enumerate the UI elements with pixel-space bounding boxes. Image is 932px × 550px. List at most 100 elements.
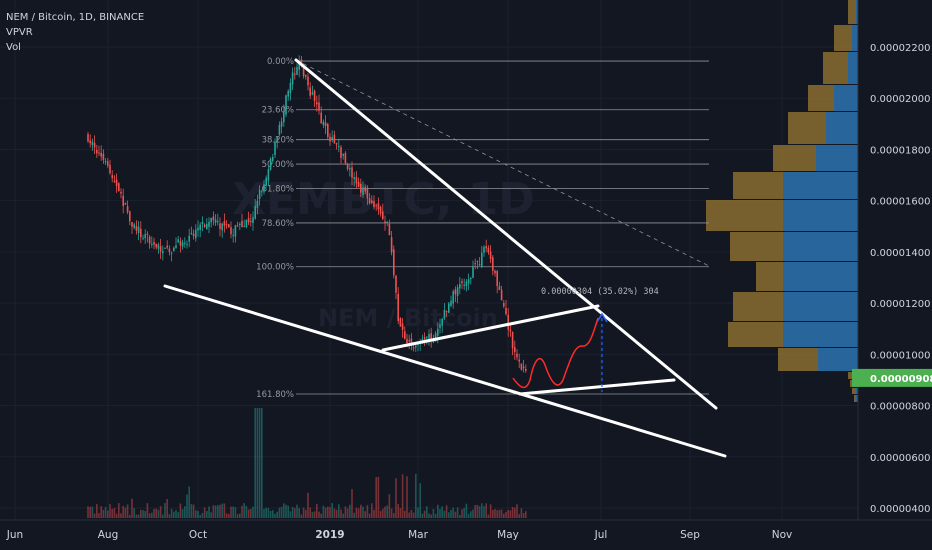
candle-body [206, 224, 208, 229]
volume-bar [115, 513, 118, 518]
candle-body [320, 112, 322, 124]
candle-body [159, 246, 162, 252]
volume-bar [423, 510, 426, 518]
volume-bar [327, 506, 329, 518]
volume-bar [362, 506, 364, 518]
vp-row-up [783, 232, 858, 261]
volume-bar [228, 513, 230, 518]
candle-body [234, 225, 237, 237]
candle-body [265, 177, 267, 186]
volume-bar [448, 512, 450, 518]
symbol-title[interactable]: NEM / Bitcoin, 1D, BINANCE [6, 12, 145, 23]
volume-bar [344, 506, 347, 518]
volume-bar [485, 503, 487, 518]
candle-body [89, 140, 91, 144]
volume-bar [250, 509, 252, 518]
price-axis[interactable]: 0.00002200 0.00002000 0.00001800 0.00001600… [852, 0, 932, 520]
volume-bar [124, 507, 127, 518]
candle-body [131, 222, 133, 227]
candle-body [155, 243, 157, 248]
candle-body [267, 169, 270, 181]
volume-bar [342, 513, 344, 518]
fib-level-label: 23.60% [262, 106, 294, 116]
volume-bar [91, 506, 94, 518]
candle-body [164, 247, 166, 249]
candle-body [214, 219, 217, 223]
volume-bar [181, 509, 184, 518]
volume-bar [111, 508, 113, 518]
volume-bar [476, 504, 479, 518]
volume-bar [104, 507, 107, 518]
candle-body [140, 228, 142, 238]
candle-body [135, 225, 138, 231]
volume-bar [197, 510, 199, 518]
volume-bar [225, 513, 228, 518]
candle-body [360, 183, 362, 193]
volume-bar [496, 510, 498, 518]
volume-bar [511, 507, 514, 518]
vp-row-up [856, 388, 858, 394]
volume-profile [706, 0, 858, 402]
trendline [294, 58, 718, 410]
vp-row-down [834, 25, 852, 51]
indicator-vpvr[interactable]: VPVR [6, 27, 33, 38]
trendline [381, 304, 600, 352]
vp-row-down [788, 112, 826, 144]
candle-body [276, 136, 278, 142]
volume-bar [481, 503, 483, 518]
volume-bar [338, 504, 340, 518]
candle-body [252, 217, 254, 223]
time-tick-label: 2019 [315, 529, 344, 541]
candle-body [118, 183, 120, 192]
candle-body [483, 246, 485, 253]
candle-body [278, 124, 281, 135]
measure-arrow [596, 312, 608, 323]
watermark-sub: NEM / Bitcoin [318, 304, 498, 332]
candle-body [395, 275, 397, 293]
volume-bar [243, 503, 245, 518]
volume-bar [430, 514, 432, 518]
trendline-drawings[interactable]: 0.00000304 (35.02%) 304 [163, 58, 727, 458]
volume-bar [487, 514, 490, 518]
candle-body [316, 102, 318, 105]
candle-body [294, 73, 296, 75]
volume-bar [351, 489, 353, 518]
candle-body [120, 191, 122, 194]
volume-bar [404, 510, 406, 518]
vp-row-down [848, 372, 853, 379]
volume-bar [102, 509, 105, 518]
volume-bar [265, 507, 267, 518]
volume-bar [417, 507, 419, 518]
vp-row-up [834, 85, 858, 111]
volume-bar [445, 505, 448, 518]
volume-bar [274, 513, 276, 518]
candle-body [230, 227, 232, 235]
candle-body [250, 220, 252, 222]
candle-body [100, 152, 102, 157]
volume-bar [190, 504, 193, 518]
candle-body [368, 198, 371, 204]
volume-bar [331, 503, 333, 518]
candle-body [173, 247, 175, 252]
candle-body [129, 211, 131, 222]
candle-body [239, 223, 241, 225]
candle-body [459, 284, 461, 289]
volume-bar [87, 506, 89, 518]
indicator-vol[interactable]: Vol [6, 42, 21, 53]
candle-body [397, 293, 399, 321]
volume-bar [412, 512, 415, 518]
volume-bar [474, 504, 476, 518]
volume-bar [522, 513, 525, 518]
time-axis[interactable]: Jun Aug Oct 2019 Mar May Jul Sep Nov [0, 519, 932, 541]
volume-bar [230, 506, 232, 518]
candle-body [115, 179, 118, 186]
candle-body [170, 252, 173, 254]
candle-body [243, 226, 245, 228]
time-tick-label: Jul [594, 529, 608, 541]
trendline [163, 284, 727, 458]
volume-bar [489, 504, 492, 518]
volume-bar [188, 486, 190, 518]
chart-legend: NEM / Bitcoin, 1D, BINANCE VPVR Vol [6, 10, 144, 55]
candle-body [298, 61, 300, 70]
